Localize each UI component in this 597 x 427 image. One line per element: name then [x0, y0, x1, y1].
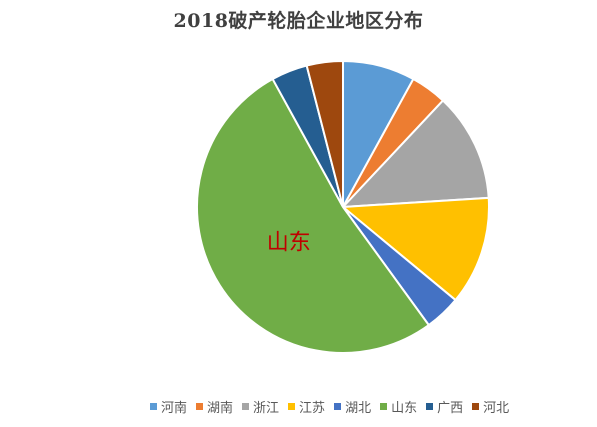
legend-label: 河南: [161, 401, 188, 416]
legend-item: 浙江: [242, 397, 279, 416]
legend-item: 湖北: [334, 397, 371, 416]
legend-swatch: [380, 403, 388, 410]
legend-item: 江苏: [288, 397, 325, 416]
legend-item: 湖南: [196, 397, 233, 416]
legend-swatch: [242, 403, 250, 410]
chart-legend: 河南 湖南 浙江 江苏 湖北 山东 广西 河北: [150, 397, 590, 416]
legend-label: 河北: [483, 401, 510, 416]
legend-label: 江苏: [299, 401, 326, 416]
legend-swatch: [472, 403, 480, 410]
legend-item: 河北: [472, 397, 509, 416]
legend-swatch: [196, 403, 204, 410]
pie-slice-3: [340, 99, 490, 209]
slice-annotation-label: 山东: [267, 230, 311, 255]
legend-swatch: [334, 403, 342, 410]
chart-title: 2018破产轮胎企业地区分布: [173, 10, 424, 32]
pie-slice-6: [196, 77, 431, 354]
legend-item: 广西: [426, 397, 463, 416]
legend-label: 广西: [437, 401, 464, 416]
legend-swatch: [150, 403, 157, 410]
legend-swatch: [426, 403, 434, 410]
legend-item: 河南: [150, 397, 187, 416]
legend-swatch: [288, 403, 296, 410]
legend-label: 浙江: [253, 401, 280, 416]
pie-slice-4: [340, 196, 490, 302]
pie-slice-8: [305, 59, 344, 208]
legend-label: 山东: [391, 401, 418, 416]
legend-label: 湖南: [207, 401, 234, 416]
legend-item: 山东: [380, 397, 417, 416]
legend-label: 湖北: [345, 401, 372, 416]
